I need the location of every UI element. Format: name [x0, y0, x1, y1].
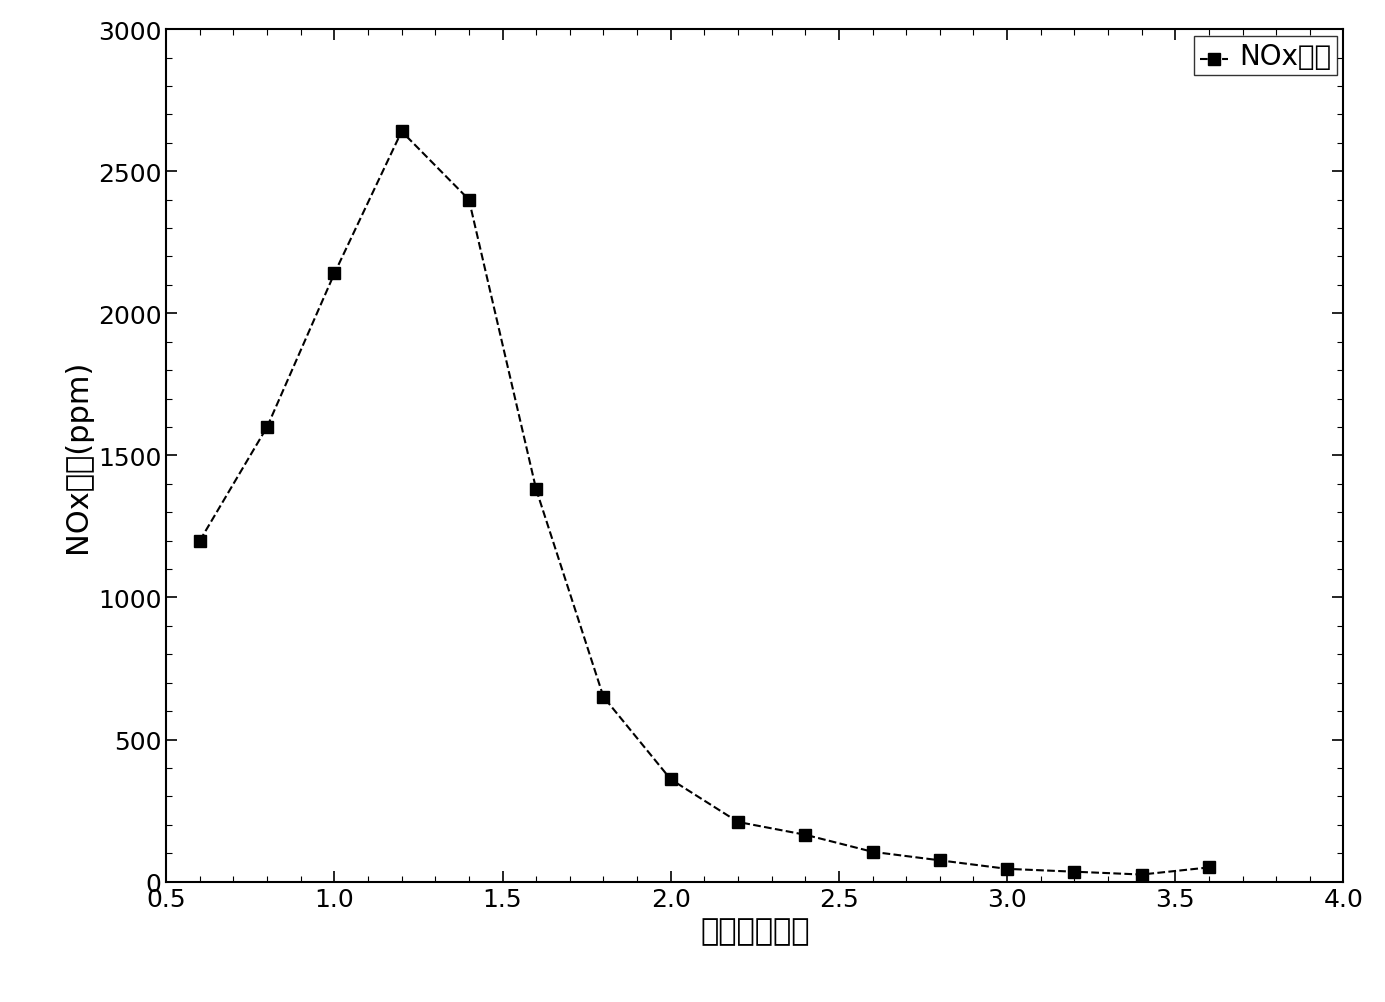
NOx排放: [864, 846, 881, 858]
Legend: NOx排放: NOx排放: [1194, 37, 1337, 76]
NOx排放: [1133, 869, 1150, 881]
NOx排放: [259, 422, 276, 434]
NOx排放: [191, 535, 208, 547]
X-axis label: 过量空气系数: 过量空气系数: [699, 916, 810, 945]
NOx排放: [596, 691, 612, 703]
NOx排放: [796, 829, 813, 841]
NOx排放: [461, 194, 478, 206]
Line: NOx排放: NOx排放: [194, 126, 1215, 880]
Y-axis label: NOx排放(ppm): NOx排放(ppm): [64, 360, 93, 552]
NOx排放: [528, 484, 544, 496]
NOx排放: [1066, 866, 1083, 878]
NOx排放: [730, 816, 747, 828]
NOx排放: [662, 774, 679, 786]
NOx排放: [325, 269, 342, 281]
NOx排放: [999, 863, 1015, 875]
NOx排放: [1201, 862, 1217, 874]
NOx排放: [932, 855, 949, 867]
NOx排放: [393, 126, 410, 138]
